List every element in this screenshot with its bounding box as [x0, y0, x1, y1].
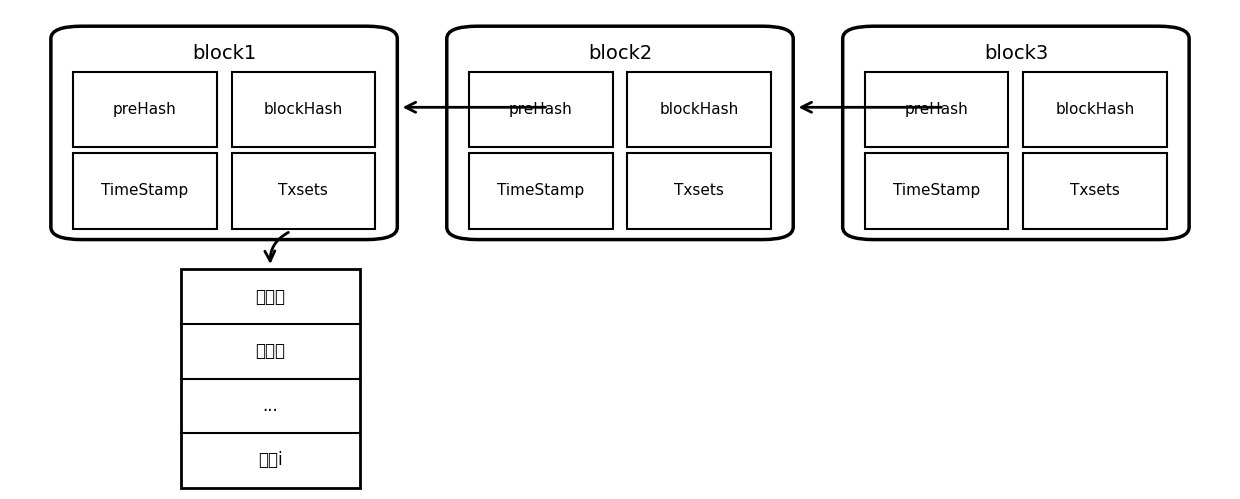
FancyBboxPatch shape [446, 26, 794, 240]
Text: Txsets: Txsets [1070, 184, 1120, 199]
Text: ...: ... [263, 397, 278, 415]
Text: preHash: preHash [905, 102, 968, 117]
Text: TimeStamp: TimeStamp [102, 184, 188, 199]
Text: block3: block3 [983, 43, 1048, 62]
Text: block2: block2 [588, 43, 652, 62]
Text: 交易２: 交易２ [255, 342, 285, 360]
FancyBboxPatch shape [843, 26, 1189, 240]
Text: 交易１: 交易１ [255, 287, 285, 306]
FancyBboxPatch shape [627, 72, 771, 147]
Text: preHash: preHash [113, 102, 177, 117]
Text: blockHash: blockHash [1055, 102, 1135, 117]
Text: Txsets: Txsets [278, 184, 329, 199]
FancyBboxPatch shape [73, 153, 217, 229]
FancyBboxPatch shape [232, 153, 374, 229]
Text: TimeStamp: TimeStamp [893, 184, 981, 199]
Text: blockHash: blockHash [264, 102, 343, 117]
Text: block1: block1 [192, 43, 257, 62]
Text: Txsets: Txsets [675, 184, 724, 199]
FancyBboxPatch shape [469, 72, 613, 147]
FancyBboxPatch shape [1023, 72, 1167, 147]
Text: 交易i: 交易i [258, 452, 283, 470]
FancyBboxPatch shape [1023, 153, 1167, 229]
FancyBboxPatch shape [181, 269, 360, 488]
FancyBboxPatch shape [866, 72, 1008, 147]
FancyBboxPatch shape [73, 72, 217, 147]
FancyBboxPatch shape [627, 153, 771, 229]
Text: preHash: preHash [508, 102, 573, 117]
Text: blockHash: blockHash [660, 102, 739, 117]
FancyBboxPatch shape [469, 153, 613, 229]
FancyBboxPatch shape [866, 153, 1008, 229]
FancyBboxPatch shape [51, 26, 397, 240]
FancyBboxPatch shape [232, 72, 374, 147]
Text: TimeStamp: TimeStamp [497, 184, 584, 199]
